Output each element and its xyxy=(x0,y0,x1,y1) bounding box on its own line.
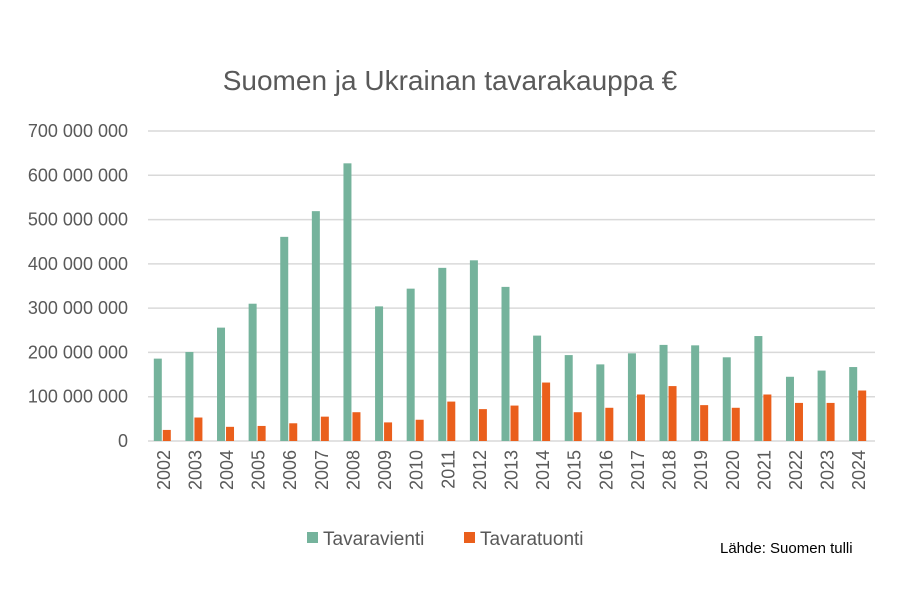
x-tick-label: 2013 xyxy=(502,450,522,490)
bar-tavaratuonti-2008 xyxy=(352,412,361,441)
bar-tavaratuonti-2005 xyxy=(257,425,266,441)
y-tick-label: 500 000 000 xyxy=(28,210,128,230)
x-tick-label: 2012 xyxy=(470,450,490,490)
legend-swatch xyxy=(307,532,318,543)
chart-title: Suomen ja Ukrainan tavarakauppa € xyxy=(223,65,678,96)
bar-tavaratuonti-2002 xyxy=(162,429,171,441)
bar-tavaratuonti-2018 xyxy=(668,386,677,441)
bar-tavaravienti-2016 xyxy=(596,364,605,441)
bar-tavaravienti-2009 xyxy=(375,306,384,441)
bar-tavaratuonti-2015 xyxy=(573,412,582,441)
bar-tavaravienti-2006 xyxy=(280,236,289,441)
x-tick-label: 2003 xyxy=(185,450,205,490)
y-tick-label: 400 000 000 xyxy=(28,254,128,274)
x-tick-label: 2023 xyxy=(818,450,838,490)
x-tick-label: 2006 xyxy=(280,450,300,490)
bar-tavaratuonti-2009 xyxy=(384,422,393,441)
x-tick-label: 2018 xyxy=(660,450,680,490)
y-tick-label: 100 000 000 xyxy=(28,387,128,407)
bar-tavaratuonti-2011 xyxy=(447,401,456,441)
bar-tavaravienti-2013 xyxy=(501,286,510,441)
bar-tavaratuonti-2007 xyxy=(320,416,329,441)
x-tick-label: 2007 xyxy=(312,450,332,490)
bar-tavaravienti-2017 xyxy=(627,353,636,441)
bar-tavaravienti-2021 xyxy=(754,336,763,441)
x-tick-label: 2016 xyxy=(596,450,616,490)
bar-tavaratuonti-2003 xyxy=(194,417,203,441)
y-tick-label: 700 000 000 xyxy=(28,121,128,141)
x-tick-label: 2008 xyxy=(343,450,363,490)
x-tick-label: 2011 xyxy=(438,450,458,489)
bar-tavaratuonti-2022 xyxy=(794,402,803,441)
bars xyxy=(153,163,867,442)
legend: Tavaravienti Tavaratuonti xyxy=(307,529,584,550)
x-tick-label: 2021 xyxy=(754,450,774,490)
bar-tavaravienti-2012 xyxy=(469,260,478,441)
bar-tavaravienti-2005 xyxy=(248,303,257,441)
y-tick-label: 0 xyxy=(118,431,128,451)
bar-tavaratuonti-2012 xyxy=(478,409,487,441)
bar-tavaratuonti-2004 xyxy=(226,426,235,441)
bar-tavaratuonti-2020 xyxy=(731,407,740,441)
bar-tavaravienti-2010 xyxy=(406,288,415,441)
bar-tavaravienti-2020 xyxy=(722,357,731,441)
x-tick-label: 2010 xyxy=(407,450,427,490)
x-tick-label: 2009 xyxy=(375,450,395,490)
bar-tavaravienti-2008 xyxy=(343,163,352,442)
y-axis: 0 100 000 000 200 000 000 300 000 000 400 00… xyxy=(28,121,128,451)
bar-tavaravienti-2022 xyxy=(785,376,794,441)
bar-tavaravienti-2007 xyxy=(311,211,320,441)
x-tick-label: 2024 xyxy=(849,450,869,490)
legend-label: Tavaravienti xyxy=(323,529,424,550)
bar-tavaravienti-2003 xyxy=(185,351,194,441)
x-tick-label: 2020 xyxy=(723,450,743,490)
bar-tavaravienti-2011 xyxy=(438,267,447,441)
y-tick-label: 200 000 000 xyxy=(28,342,128,362)
bar-tavaratuonti-2021 xyxy=(763,394,772,441)
bar-tavaratuonti-2013 xyxy=(510,405,519,441)
x-tick-label: 2019 xyxy=(691,450,711,490)
x-tick-label: 2017 xyxy=(628,450,648,490)
bar-tavaratuonti-2024 xyxy=(858,390,867,441)
bar-tavaratuonti-2019 xyxy=(700,405,709,441)
bar-tavaravienti-2015 xyxy=(564,355,573,441)
bar-tavaravienti-2018 xyxy=(659,344,668,441)
bar-tavaratuonti-2017 xyxy=(636,394,645,441)
x-tick-label: 2002 xyxy=(154,450,174,490)
bar-tavaravienti-2014 xyxy=(533,335,542,441)
source-note: Lähde: Suomen tulli xyxy=(720,540,853,557)
bar-tavaratuonti-2014 xyxy=(542,382,551,441)
legend-label: Tavaratuonti xyxy=(480,529,584,550)
bar-tavaratuonti-2016 xyxy=(605,407,614,441)
y-tick-label: 300 000 000 xyxy=(28,298,128,318)
y-tick-label: 600 000 000 xyxy=(28,165,128,185)
bar-tavaratuonti-2006 xyxy=(289,423,298,441)
legend-swatch xyxy=(464,532,475,543)
bar-tavaravienti-2004 xyxy=(217,327,226,441)
x-tick-label: 2015 xyxy=(565,450,585,490)
bar-tavaravienti-2002 xyxy=(153,358,162,441)
x-tick-label: 2004 xyxy=(217,450,237,490)
bar-tavaravienti-2019 xyxy=(691,345,700,441)
x-tick-label: 2014 xyxy=(533,450,553,490)
bar-tavaravienti-2023 xyxy=(817,370,826,441)
x-axis: 2002 2003 2004 2005 2006 2007 2008 2009 2010 2011… xyxy=(154,450,869,490)
bar-tavaravienti-2024 xyxy=(849,367,858,441)
x-tick-label: 2022 xyxy=(786,450,806,490)
x-tick-label: 2005 xyxy=(249,450,269,490)
gridlines xyxy=(148,130,875,442)
bar-tavaratuonti-2023 xyxy=(826,402,835,441)
bar-tavaratuonti-2010 xyxy=(415,419,424,441)
